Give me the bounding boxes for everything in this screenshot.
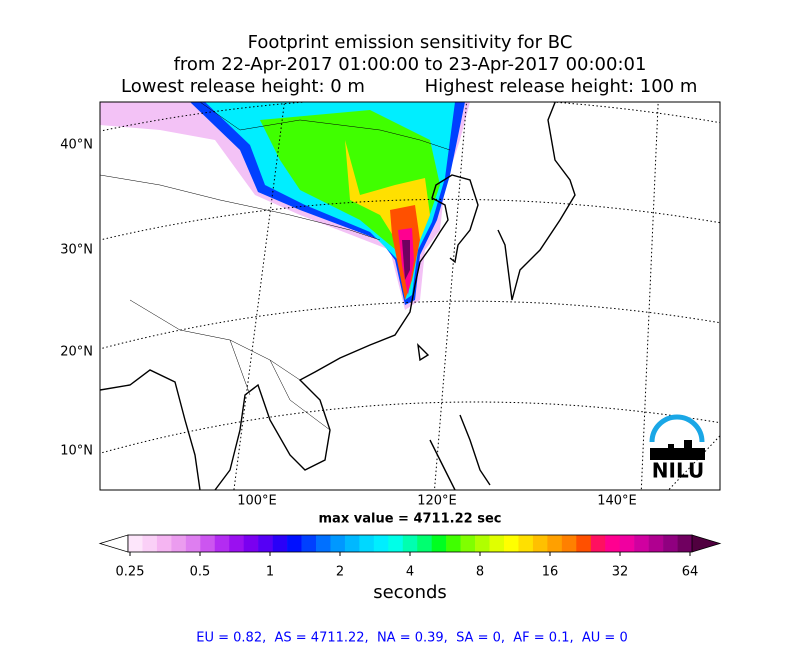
colorbar-segment xyxy=(576,535,592,552)
lon-label: 100°E xyxy=(237,494,277,509)
lat-label: 30°N xyxy=(60,243,93,258)
colorbar-segment xyxy=(272,535,288,552)
colorbar-segment xyxy=(561,535,577,552)
colorbar-tick-label: 64 xyxy=(682,565,699,580)
colorbar-segment xyxy=(504,535,519,552)
title: Lowest release height: 0 m xyxy=(121,76,365,97)
colorbar-segment xyxy=(388,535,404,552)
colorbar-segment xyxy=(532,535,548,552)
lon-label: 140°E xyxy=(597,494,637,509)
coastline xyxy=(100,102,576,490)
colorbar-segment xyxy=(619,535,635,552)
colorbar-tick-label: 1 xyxy=(266,565,274,580)
title: Footprint emission sensitivity for BC xyxy=(248,32,573,53)
colorbar-segment xyxy=(373,535,389,552)
map: NILU xyxy=(100,102,720,490)
border xyxy=(100,102,451,431)
colorbar-segment xyxy=(590,535,606,552)
colorbar-segment xyxy=(214,535,230,552)
footer-stats: EU = 0.82, AS = 4711.22, NA = 0.39, SA =… xyxy=(196,631,627,646)
colorbar-segment xyxy=(547,535,563,552)
colorbar-segment xyxy=(677,535,693,552)
colorbar-segment xyxy=(156,535,172,552)
colorbar-segment xyxy=(648,535,664,552)
title: from 22-Apr-2017 01:00:00 to 23-Apr-2017… xyxy=(174,54,647,75)
colorbar-segment xyxy=(287,535,302,552)
colorbar-over xyxy=(691,534,722,553)
plume xyxy=(402,240,410,280)
colorbar-segment xyxy=(171,535,187,552)
colorbar-label: seconds xyxy=(373,582,447,603)
colorbar-segment xyxy=(402,535,418,552)
lat-label: 20°N xyxy=(60,345,93,360)
colorbar-segment xyxy=(359,535,375,552)
colorbar-segment xyxy=(229,535,244,552)
colorbar-segment xyxy=(417,535,432,552)
colorbar-segment xyxy=(243,535,259,552)
colorbar-segment xyxy=(200,535,216,552)
colorbar-segment xyxy=(634,535,649,552)
colorbar-segment xyxy=(344,535,360,552)
colorbar-tick-label: 0.25 xyxy=(116,565,145,580)
colorbar-segment xyxy=(185,535,201,552)
colorbar-segment xyxy=(128,535,143,552)
logo-text: NILU xyxy=(652,459,704,483)
colorbar-under xyxy=(98,534,129,553)
colorbar-tick-label: 2 xyxy=(336,565,344,580)
colorbar-segment xyxy=(316,535,331,552)
colorbar-segment xyxy=(460,535,476,552)
colorbar-segment xyxy=(605,535,620,552)
colorbar-segment xyxy=(663,535,678,552)
lon-label: 120°E xyxy=(417,494,457,509)
colorbar-segment xyxy=(431,535,447,552)
colorbar-segment xyxy=(142,535,158,552)
max-value: max value = 4711.22 sec xyxy=(319,512,502,527)
colorbar-segment xyxy=(330,535,346,552)
graticule xyxy=(100,102,720,490)
colorbar-segment xyxy=(446,535,461,552)
title: Highest release height: 100 m xyxy=(425,76,698,97)
colorbar-segment xyxy=(489,535,505,552)
lat-label: 10°N xyxy=(60,444,93,459)
colorbar-tick-label: 8 xyxy=(476,565,484,580)
colorbar-segment xyxy=(475,535,490,552)
colorbar-segment xyxy=(301,535,317,552)
lat-label: 40°N xyxy=(60,138,93,153)
colorbar-tick-label: 0.5 xyxy=(190,565,211,580)
logo: NILU xyxy=(649,414,705,483)
colorbar-tick-label: 4 xyxy=(406,565,414,580)
colorbar-tick-label: 16 xyxy=(542,565,559,580)
colorbar-tick-label: 32 xyxy=(612,565,629,580)
colorbar-segment xyxy=(518,535,534,552)
map-frame xyxy=(99,101,721,491)
colorbar-segment xyxy=(258,535,273,552)
